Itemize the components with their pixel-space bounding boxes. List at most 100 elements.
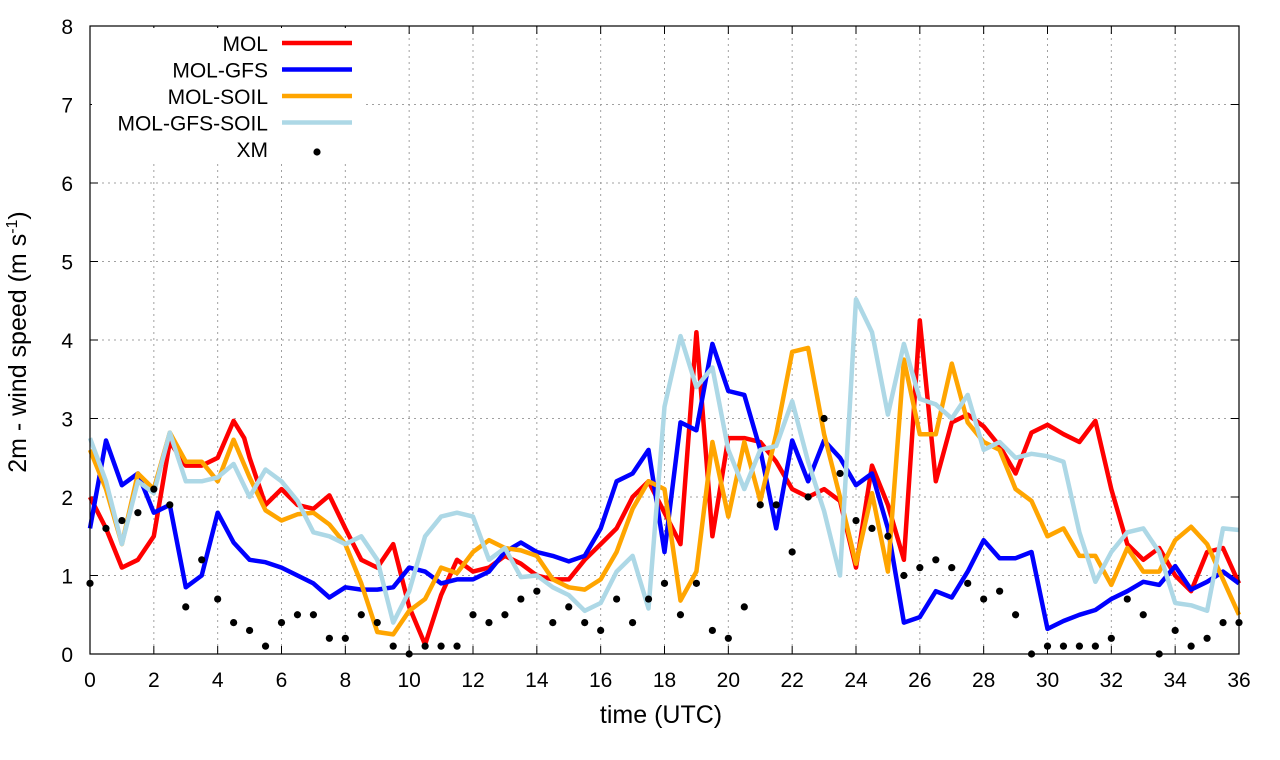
x-tick-label: 14 bbox=[525, 669, 549, 692]
legend-label-mol-soil: MOL-SOIL bbox=[168, 86, 268, 109]
data-point-xm bbox=[581, 619, 589, 627]
data-point-xm bbox=[932, 556, 940, 564]
data-point-xm bbox=[1107, 634, 1115, 642]
data-point-xm bbox=[261, 642, 270, 650]
data-point-xm bbox=[868, 524, 876, 533]
data-point-xm bbox=[1059, 642, 1068, 650]
data-point-xm bbox=[549, 619, 557, 627]
data-point-xm bbox=[772, 501, 780, 509]
x-tick-label: 24 bbox=[844, 669, 868, 692]
data-point-xm bbox=[198, 556, 206, 564]
legend-label-mol-gfs: MOL-GFS bbox=[172, 60, 268, 83]
x-tick-label: 8 bbox=[339, 669, 351, 692]
data-point-xm bbox=[325, 634, 333, 642]
data-point-xm bbox=[309, 611, 318, 619]
series-layer bbox=[86, 296, 1243, 658]
data-point-xm bbox=[1091, 642, 1099, 650]
legend-label-mol: MOL bbox=[222, 33, 268, 56]
data-point-xm bbox=[628, 619, 637, 627]
data-point-xm bbox=[597, 626, 605, 635]
x-tick-label: 2 bbox=[148, 669, 160, 692]
data-point-xm bbox=[453, 642, 461, 650]
data-point-xm bbox=[660, 579, 669, 587]
data-point-xm bbox=[980, 595, 988, 603]
x-tick-label: 4 bbox=[212, 669, 224, 692]
data-point-xm bbox=[277, 619, 286, 627]
x-tick-label: 0 bbox=[84, 669, 96, 692]
x-tick-label: 34 bbox=[1163, 669, 1187, 692]
y-tick-label: 6 bbox=[61, 173, 73, 196]
data-point-xm bbox=[102, 524, 110, 533]
data-point-xm bbox=[916, 564, 924, 572]
data-point-xm bbox=[357, 611, 365, 619]
y-tick-label: 5 bbox=[61, 252, 73, 275]
data-point-xm bbox=[756, 501, 764, 509]
data-point-xm bbox=[820, 414, 828, 423]
x-tick-label: 32 bbox=[1100, 669, 1123, 692]
x-tick-label: 26 bbox=[908, 669, 931, 692]
data-point-xm bbox=[692, 579, 701, 587]
data-point-xm bbox=[1011, 611, 1020, 619]
y-axis-title-main: 2m - wind speed (m s bbox=[4, 234, 32, 473]
x-tick-labels: 0 2 4 6 8 10 12 14 16 18 20 22 24 26 28 30 32 34 36 bbox=[84, 669, 1251, 692]
data-point-xm bbox=[948, 564, 956, 572]
x-tick-label: 6 bbox=[276, 669, 288, 692]
y-tick-label: 2 bbox=[61, 487, 73, 510]
x-tick-label: 18 bbox=[653, 669, 676, 692]
data-point-xm bbox=[1139, 611, 1147, 619]
data-point-xm bbox=[437, 642, 445, 650]
data-point-xm bbox=[469, 611, 477, 619]
legend-label-mol-gfs-soil: MOL-GFS-SOIL bbox=[117, 113, 268, 136]
x-tick-label: 30 bbox=[1036, 669, 1059, 692]
grid bbox=[89, 25, 1240, 655]
data-point-xm bbox=[1203, 634, 1211, 642]
series-line-mol-soil bbox=[87, 345, 1242, 637]
data-point-xm bbox=[724, 634, 732, 642]
y-tick-label: 7 bbox=[61, 95, 73, 118]
y-axis-title-superscript: -1 bbox=[4, 219, 21, 233]
data-point-xm bbox=[134, 509, 142, 517]
data-point-xm bbox=[389, 642, 397, 650]
x-tick-label: 12 bbox=[461, 669, 484, 692]
data-point-xm bbox=[182, 603, 190, 611]
data-point-xm bbox=[996, 587, 1004, 595]
data-point-xm bbox=[421, 642, 429, 650]
data-point-xm bbox=[293, 611, 302, 619]
data-point-xm bbox=[166, 501, 174, 509]
data-point-xm bbox=[485, 619, 493, 627]
data-point-xm bbox=[150, 485, 158, 493]
x-tick-label: 28 bbox=[972, 669, 995, 692]
plot-frame bbox=[89, 25, 1240, 655]
data-point-xm bbox=[804, 493, 812, 501]
data-point-xm bbox=[852, 516, 860, 525]
y-tick-label: 0 bbox=[61, 644, 73, 667]
data-point-xm bbox=[565, 603, 573, 611]
y-tick-label: 4 bbox=[61, 330, 73, 353]
data-point-xm bbox=[230, 619, 238, 627]
data-point-xm bbox=[373, 619, 381, 627]
y-tick-labels: 0 1 2 3 4 5 6 7 8 bbox=[61, 16, 73, 667]
data-point-xm bbox=[1075, 642, 1084, 650]
y-tick-label: 1 bbox=[61, 566, 73, 589]
y-tick-label: 3 bbox=[61, 409, 73, 432]
data-point-xm bbox=[501, 611, 509, 619]
x-axis-title: time (UTC) bbox=[600, 701, 722, 729]
y-tick-label: 8 bbox=[61, 16, 73, 39]
data-point-xm bbox=[740, 603, 748, 611]
data-point-xm bbox=[613, 595, 621, 603]
data-point-xm bbox=[964, 579, 972, 587]
x-tick-label: 20 bbox=[717, 669, 740, 692]
data-point-xm bbox=[245, 626, 254, 635]
data-point-xm bbox=[676, 611, 685, 619]
data-point-xm bbox=[533, 587, 541, 595]
data-point-xm bbox=[836, 469, 844, 478]
y-axis-title: 2m - wind speed (m s-1) bbox=[4, 211, 32, 473]
y-axis-title-tail: ) bbox=[4, 211, 32, 219]
data-point-xm bbox=[1187, 642, 1195, 650]
data-point-xm bbox=[341, 634, 349, 642]
series-line-mol-gfs bbox=[87, 341, 1241, 632]
x-tick-label: 10 bbox=[397, 669, 420, 692]
data-point-xm bbox=[644, 595, 653, 603]
data-point-xm bbox=[517, 595, 525, 603]
